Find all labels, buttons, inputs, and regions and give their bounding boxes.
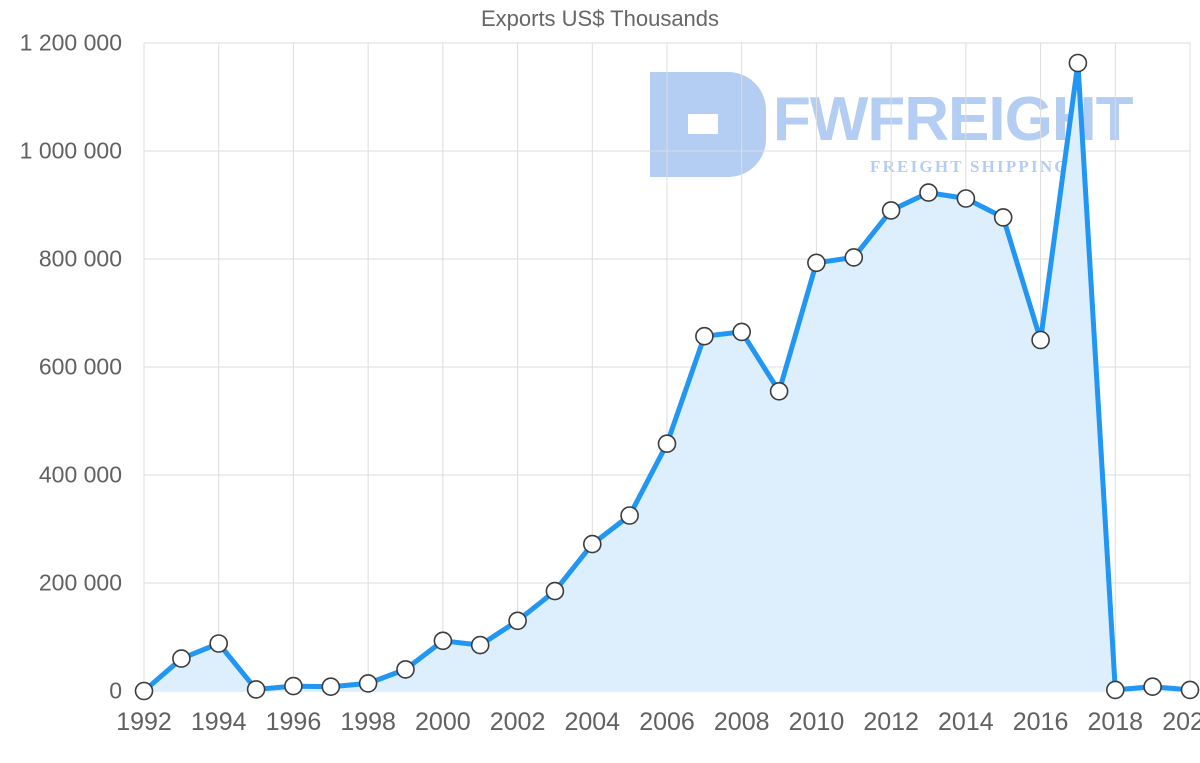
data-point-marker[interactable] xyxy=(732,322,752,342)
chart-title: Exports US$ Thousands xyxy=(480,6,720,31)
data-point-marker[interactable] xyxy=(919,183,938,202)
data-point-marker[interactable] xyxy=(246,680,266,699)
x-axis-tick-label: 2002 xyxy=(489,708,546,736)
data-point-marker[interactable] xyxy=(1031,330,1050,350)
x-axis-tick-label: 2000 xyxy=(415,708,471,736)
data-point-marker[interactable] xyxy=(844,248,864,267)
data-point-marker[interactable] xyxy=(209,634,228,653)
y-axis-tick-label: 1 000 000 xyxy=(19,137,122,164)
data-point-marker[interactable] xyxy=(470,635,490,655)
x-axis-tick-label: 2016 xyxy=(1012,708,1069,736)
data-point-marker[interactable] xyxy=(769,381,789,401)
y-axis-tick-label: 400 000 xyxy=(38,461,122,488)
data-point-marker[interactable] xyxy=(321,677,341,697)
data-point-marker[interactable] xyxy=(993,208,1013,227)
data-point-marker[interactable] xyxy=(134,681,154,701)
data-point-marker[interactable] xyxy=(172,649,191,668)
y-axis-tick-label: 1 200 000 xyxy=(19,29,122,56)
x-axis-tick-label: 1992 xyxy=(116,708,172,736)
data-point-marker[interactable] xyxy=(1143,677,1162,697)
y-axis-tick-label: 0 xyxy=(109,677,122,704)
data-point-marker[interactable] xyxy=(620,506,639,525)
data-point-markers xyxy=(134,53,1200,701)
x-axis-tick-label: 1996 xyxy=(265,708,322,736)
data-point-marker[interactable] xyxy=(881,201,901,220)
x-axis-tick-label: 2018 xyxy=(1087,708,1144,736)
data-point-marker[interactable] xyxy=(545,581,565,601)
x-axis-tick-label: 2006 xyxy=(639,708,695,736)
data-point-marker[interactable] xyxy=(433,631,453,651)
x-axis-tick-label: 2010 xyxy=(788,708,845,736)
y-axis-tick-label: 600 000 xyxy=(38,353,122,380)
data-point-marker[interactable] xyxy=(1106,680,1125,700)
data-point-marker[interactable] xyxy=(582,534,602,554)
y-axis-tick-label: 800 000 xyxy=(38,245,122,272)
data-point-marker[interactable] xyxy=(956,189,976,208)
data-point-marker[interactable] xyxy=(1068,53,1088,73)
data-point-marker[interactable] xyxy=(508,611,527,631)
data-point-marker[interactable] xyxy=(695,326,714,346)
x-axis-tick-label: 2020 xyxy=(1162,708,1200,736)
data-point-marker[interactable] xyxy=(358,674,378,693)
data-point-marker[interactable] xyxy=(807,253,826,273)
x-axis-tick-label: 2004 xyxy=(564,708,621,736)
x-axis-tick-label: 2008 xyxy=(713,708,770,736)
x-axis-tick-label: 1998 xyxy=(340,708,396,736)
data-point-marker[interactable] xyxy=(284,676,303,696)
y-axis-tick-label: 200 000 xyxy=(38,569,122,596)
x-axis-tick-label: 2014 xyxy=(938,708,994,736)
data-point-marker[interactable] xyxy=(396,660,415,679)
data-point-marker[interactable] xyxy=(1180,680,1200,700)
area-fill xyxy=(144,63,1190,691)
x-axis-tick-label: 1994 xyxy=(190,708,247,736)
x-axis-tick-label: 2012 xyxy=(863,708,919,736)
data-point-marker[interactable] xyxy=(657,434,677,454)
